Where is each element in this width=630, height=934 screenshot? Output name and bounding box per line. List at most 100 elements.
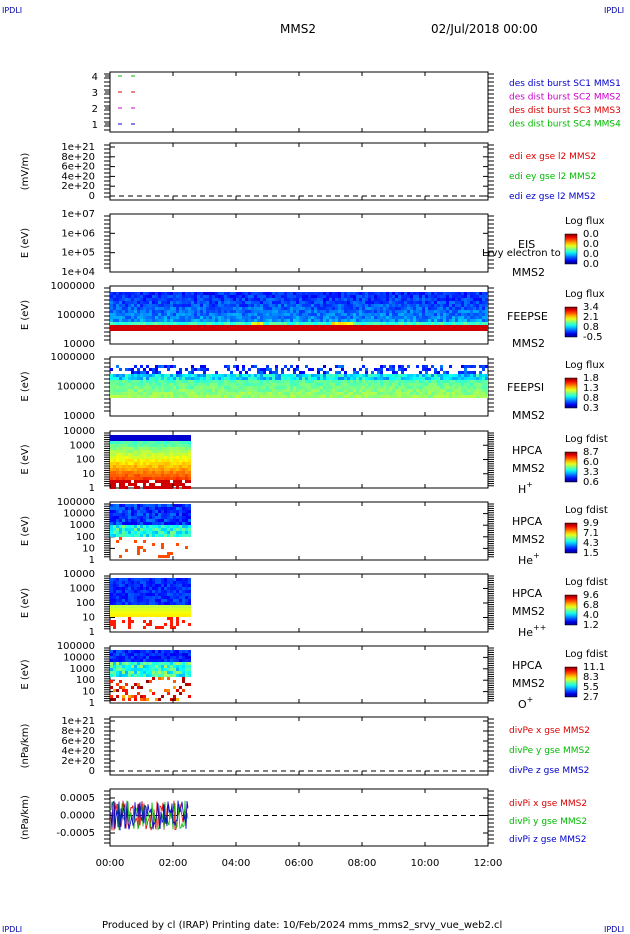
spectrogram-cell <box>170 525 173 528</box>
spectrogram-cell <box>215 322 218 325</box>
spectrogram-cell <box>164 319 167 322</box>
spectrogram-cell <box>275 313 278 316</box>
spectrogram-cell <box>176 456 179 459</box>
spectrogram-cell <box>350 389 353 392</box>
spectrogram-cell <box>377 328 380 331</box>
spectrogram-cell <box>341 307 344 310</box>
spectrogram-cell <box>125 447 128 450</box>
spectrogram-cell <box>329 313 332 316</box>
spectrogram-cell <box>176 371 179 374</box>
spectrogram-cell <box>161 459 164 462</box>
spectrogram-cell <box>461 371 464 374</box>
spectrogram-cell <box>128 292 131 295</box>
spectrogram-cell <box>110 459 113 462</box>
spectrogram-cell <box>182 392 185 395</box>
spectrogram-cell <box>413 380 416 383</box>
spectrogram-cell <box>176 653 179 656</box>
spectrogram-cell <box>398 292 401 295</box>
spectrogram-cell <box>173 510 176 513</box>
spectrogram-cell <box>140 456 143 459</box>
spectrogram-cell <box>158 441 161 444</box>
spectrogram-cell <box>419 392 422 395</box>
spectrogram-cell <box>284 307 287 310</box>
spectrogram-cell <box>170 316 173 319</box>
spectrogram-cell <box>257 322 260 325</box>
spectrogram-cell <box>179 377 182 380</box>
spectrogram-cell <box>191 328 194 331</box>
spectrogram-cell <box>320 328 323 331</box>
spectrogram-cell <box>308 313 311 316</box>
spectrogram-cell <box>401 310 404 313</box>
spectrogram-cell <box>119 653 122 656</box>
spectrogram-cell <box>380 395 383 398</box>
spectrogram-cell <box>158 444 161 447</box>
y-axis-label: E (eV) <box>20 444 31 474</box>
spectrogram-cell <box>284 374 287 377</box>
spectrogram-cell <box>473 365 476 368</box>
spectrogram-cell <box>164 328 167 331</box>
spectrogram-cell <box>452 386 455 389</box>
spectrogram-cell <box>323 395 326 398</box>
spectrogram-cell <box>110 659 113 662</box>
spectrogram-cell <box>116 298 119 301</box>
spectrogram-cell <box>401 368 404 371</box>
spectrogram-cell <box>314 325 317 328</box>
spectrogram-cell <box>482 313 485 316</box>
spectrogram-cell <box>371 307 374 310</box>
spectrogram-cell <box>386 374 389 377</box>
spectrogram-cell <box>146 599 149 602</box>
spectrogram-cell <box>296 383 299 386</box>
spectrogram-cell <box>176 617 179 620</box>
spectrogram-cell <box>146 319 149 322</box>
spectrogram-cell <box>317 389 320 392</box>
spectrogram-cell <box>203 383 206 386</box>
spectrogram-cell <box>143 674 146 677</box>
spectrogram-cell <box>431 310 434 313</box>
y-tick-label: 4e+20 <box>61 171 95 182</box>
spectrogram-cell <box>290 365 293 368</box>
spectrogram-cell <box>122 519 125 522</box>
spectrogram-cell <box>287 328 290 331</box>
spectrogram-cell <box>125 504 128 507</box>
spectrogram-cell <box>131 686 134 689</box>
spectrogram-cell <box>182 444 185 447</box>
spectrogram-cell <box>401 328 404 331</box>
spectrogram-cell <box>245 328 248 331</box>
spectrogram-cell <box>257 380 260 383</box>
spectrogram-cell <box>182 322 185 325</box>
colorbar-tick-label: 6.8 <box>583 600 599 611</box>
spectrogram-cell <box>374 377 377 380</box>
spectrogram-cell <box>110 620 113 623</box>
spectrogram-cell <box>467 389 470 392</box>
spectrogram-cell <box>239 377 242 380</box>
spectrogram-cell <box>131 593 134 596</box>
spectrogram-cell <box>332 313 335 316</box>
spectrogram-cell <box>116 456 119 459</box>
spectrogram-cell <box>464 301 467 304</box>
spectrogram-cell <box>167 456 170 459</box>
spectrogram-cell <box>290 295 293 298</box>
spectrogram-cell <box>179 522 182 525</box>
spectrogram-cell <box>323 328 326 331</box>
spectrogram-cell <box>422 295 425 298</box>
spectrogram-cell <box>173 513 176 516</box>
spectrogram-cell <box>440 395 443 398</box>
spectrogram-cell <box>188 450 191 453</box>
spectrogram-cell <box>227 368 230 371</box>
spectrogram-cell <box>362 328 365 331</box>
spectrogram-cell <box>221 307 224 310</box>
spectrogram-cell <box>119 587 122 590</box>
spectrogram-cell <box>245 298 248 301</box>
spectrogram-cell <box>224 295 227 298</box>
spectrogram-cell <box>110 593 113 596</box>
spectrogram-cell <box>122 374 125 377</box>
spectrogram-cell <box>161 435 164 438</box>
spectrogram-cell <box>137 522 140 525</box>
spectrogram-cell <box>251 328 254 331</box>
spectrogram-cell <box>188 465 191 468</box>
spectrogram-cell <box>119 325 122 328</box>
y-tick-label: 100000 <box>57 382 95 393</box>
spectrogram-cell <box>209 389 212 392</box>
spectrogram-cell <box>182 689 185 692</box>
spectrogram-cell <box>113 656 116 659</box>
